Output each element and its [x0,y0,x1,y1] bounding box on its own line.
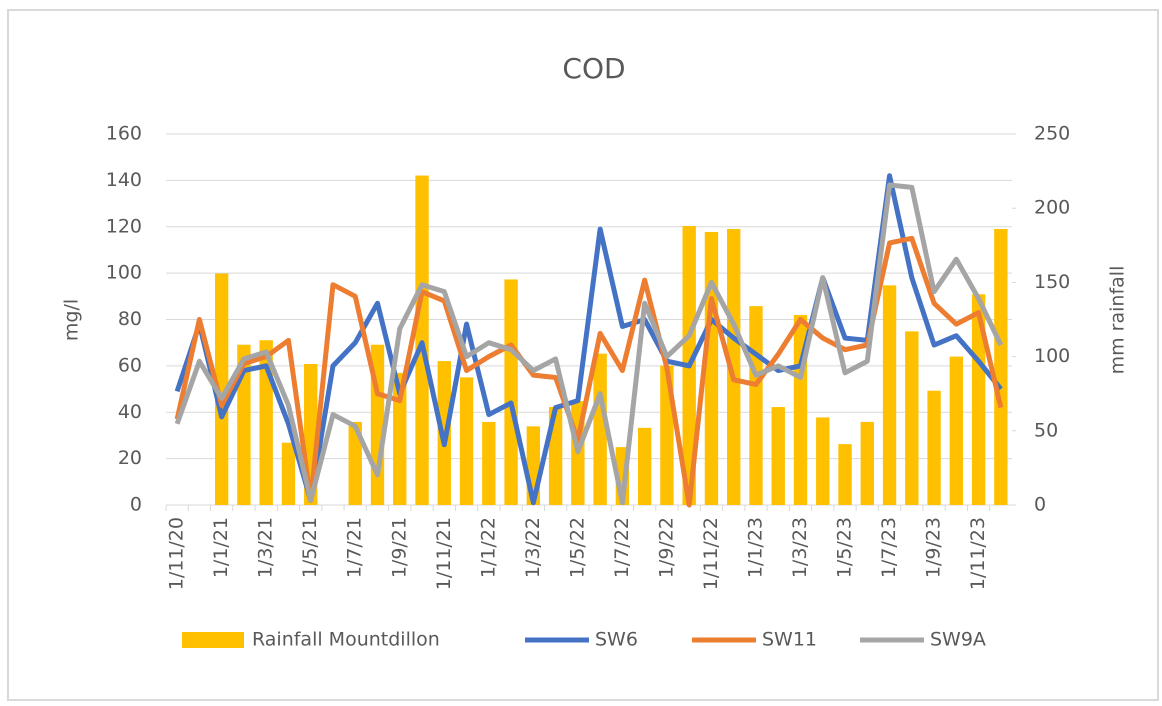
legend-label: SW11 [762,629,817,651]
x-tick-label: 1/11/23 [967,517,989,590]
x-tick-label: 1/7/23 [878,517,900,578]
y-tick-label: 160 [106,123,142,145]
bar [971,294,986,505]
x-tick-label: 1/1/22 [477,517,499,578]
x-tick-label: 1/5/22 [566,517,588,578]
y-tick-label: 20 [118,447,142,469]
bar [927,390,941,505]
x-tick-label: 1/7/21 [344,517,366,578]
y2-tick-label: 100 [1034,345,1070,367]
x-tick-label: 1/9/23 [923,517,945,578]
bar [816,417,830,505]
y-tick-label: 40 [118,401,142,423]
bar [281,442,296,505]
y2-tick-label: 200 [1034,197,1070,219]
y-tick-label: 60 [118,354,142,376]
y2-tick-label: 50 [1034,419,1058,441]
x-tick-label: 1/7/22 [611,517,633,578]
bar [860,421,874,505]
x-tick-label: 1/3/21 [255,517,277,578]
x-tick-label: 1/9/21 [388,517,410,578]
bar [637,427,652,505]
y-tick-label: 80 [118,308,142,330]
bar [348,421,362,505]
x-tick-label: 1/1/23 [744,517,766,578]
x-tick-label: 1/11/21 [433,517,455,590]
bar [838,444,852,505]
bar [237,344,251,505]
legend-label: SW9A [930,629,986,651]
line [174,235,1004,508]
x-tick-label: 1/11/22 [700,517,722,590]
y2-tick-label: 0 [1034,494,1046,516]
line [174,182,1004,506]
bar [482,421,496,505]
legend-label: SW6 [595,629,638,651]
bar [727,228,741,505]
bar [994,228,1008,505]
y-tick-label: 100 [106,262,142,284]
bar [749,306,763,505]
bar [704,231,719,505]
y-tick-label: 120 [106,215,142,237]
bar [882,285,897,505]
bar [949,356,964,505]
y-axis-label: mg/l [61,299,83,341]
x-tick-label: 1/3/23 [789,517,811,578]
legend-label: Rainfall Mountdillon [252,629,440,651]
y2-axis-label: mm rainfall [1107,266,1129,375]
legend-swatch [182,632,244,648]
bar [771,407,785,505]
x-tick-label: 1/1/21 [210,517,232,578]
x-tick-label: 1/5/21 [299,517,321,578]
bar [459,377,474,505]
y-tick-label: 140 [106,169,142,191]
x-tick-label: 1/3/22 [522,517,544,578]
y2-tick-label: 150 [1034,271,1070,293]
bar [504,279,518,505]
bar [214,273,229,505]
x-tick-label: 1/9/22 [655,517,677,578]
x-tick-label: 1/11/20 [166,517,188,590]
y2-tick-label: 250 [1034,123,1070,145]
chart-title: COD [562,52,625,85]
bar [905,331,919,505]
x-tick-label: 1/5/23 [834,517,856,578]
bar [393,372,407,505]
y-tick-label: 0 [130,494,142,516]
bar [593,353,607,505]
